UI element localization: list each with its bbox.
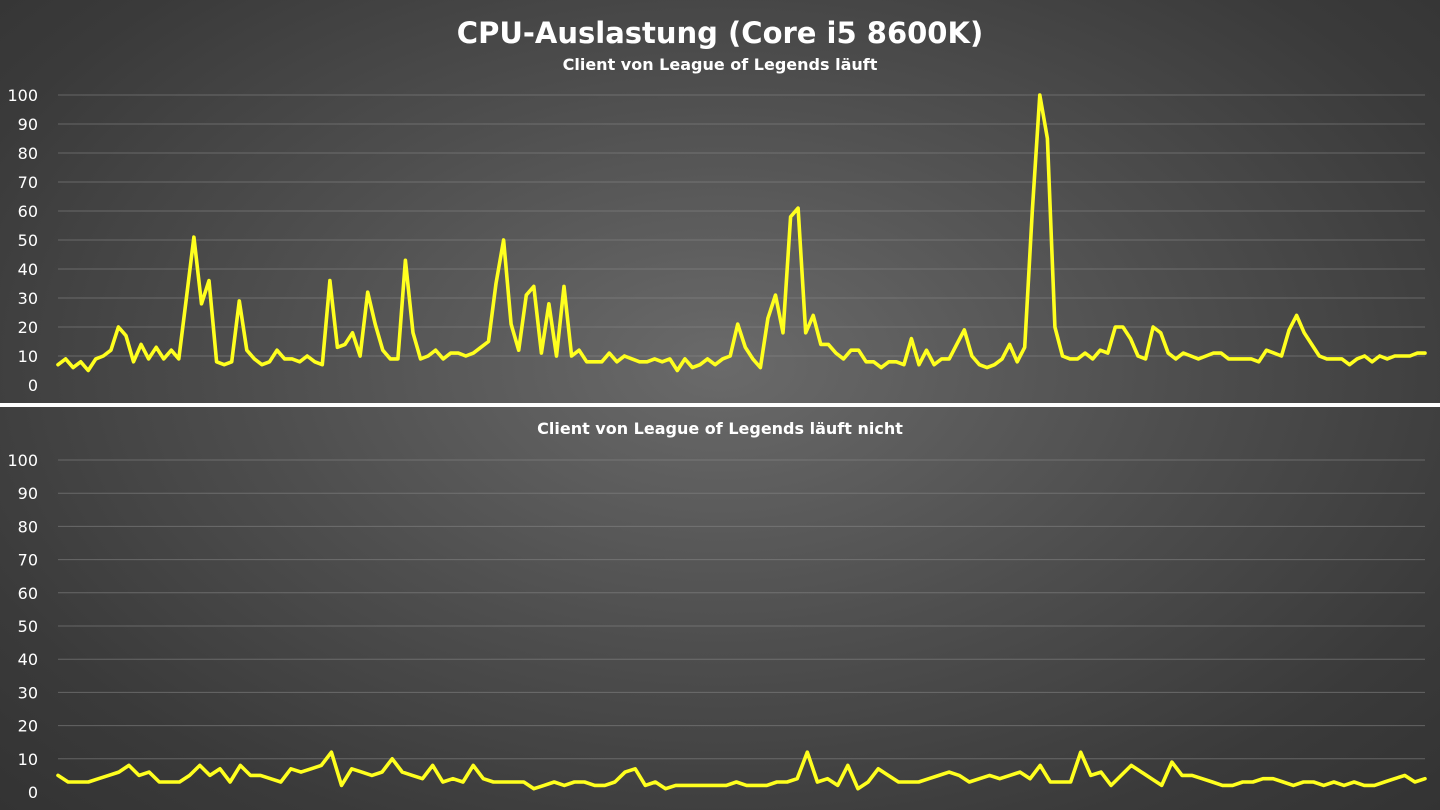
y-tick-label: 100	[7, 451, 38, 470]
y-tick-label: 80	[18, 144, 38, 163]
y-tick-label: 0	[28, 783, 38, 802]
y-tick-label: 10	[18, 347, 38, 366]
series-line	[56, 93, 1427, 373]
panel-client-not-running: Client von League of Legends läuft nicht…	[7, 419, 1427, 802]
y-tick-label: 30	[18, 683, 38, 702]
y-tick-label: 60	[18, 202, 38, 221]
panel-subtitle-running: Client von League of Legends läuft	[563, 55, 878, 74]
series-line	[56, 750, 1427, 791]
y-tick-label: 30	[18, 289, 38, 308]
y-tick-label: 50	[18, 617, 38, 636]
y-tick-label: 60	[18, 584, 38, 603]
y-tick-label: 80	[18, 517, 38, 536]
panel-client-running: Client von League of Legends läuft 0 10 20…	[7, 55, 1427, 395]
y-tick-label: 40	[18, 650, 38, 669]
panel-subtitle-not-running: Client von League of Legends läuft nicht	[537, 419, 903, 438]
y-tick-label: 100	[7, 86, 38, 105]
y-tick-label: 90	[18, 484, 38, 503]
panel-divider	[0, 403, 1440, 407]
y-tick-label: 20	[18, 717, 38, 736]
y-tick-label: 90	[18, 115, 38, 134]
y-tick-label: 20	[18, 318, 38, 337]
y-tick-label: 40	[18, 260, 38, 279]
y-tick-label: 10	[18, 750, 38, 769]
y-tick-label: 0	[28, 376, 38, 395]
y-tick-label: 70	[18, 173, 38, 192]
y-tick-label: 50	[18, 231, 38, 250]
chart-title: CPU-Auslastung (Core i5 8600K)	[457, 16, 983, 50]
y-tick-label: 70	[18, 551, 38, 570]
